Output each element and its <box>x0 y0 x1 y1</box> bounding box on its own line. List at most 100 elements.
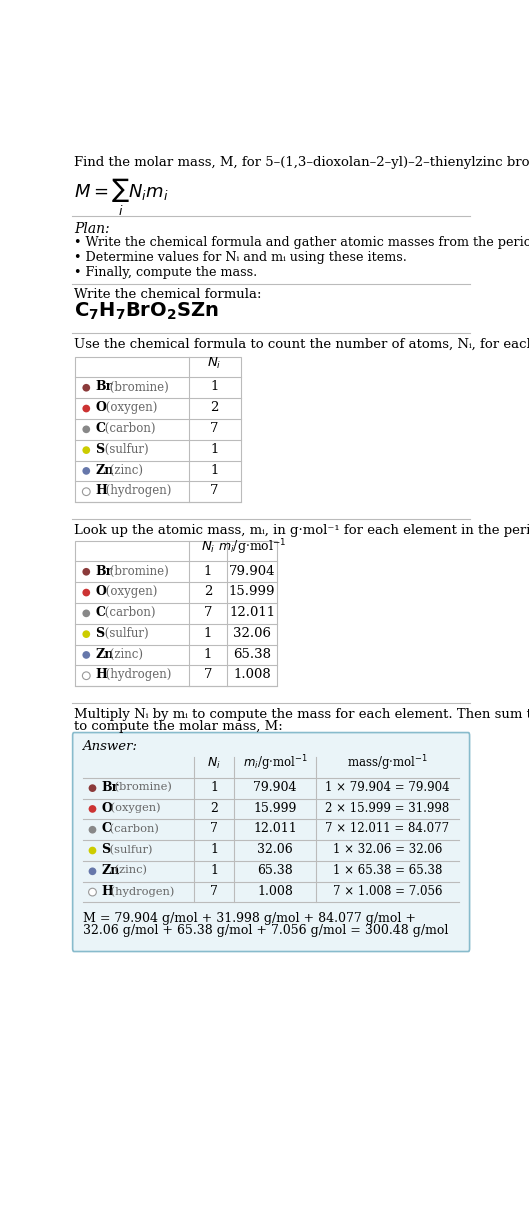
Ellipse shape <box>83 651 90 658</box>
Text: 12.011: 12.011 <box>253 823 297 835</box>
Bar <box>76 541 277 687</box>
Ellipse shape <box>83 405 90 412</box>
Text: (sulfur): (sulfur) <box>101 443 149 456</box>
Text: $M = \sum_i N_i m_i$: $M = \sum_i N_i m_i$ <box>74 177 168 217</box>
Text: $N_i$: $N_i$ <box>200 539 215 554</box>
Text: (sulfur): (sulfur) <box>106 845 153 855</box>
Text: C: C <box>96 606 106 619</box>
Text: 2 × 15.999 = 31.998: 2 × 15.999 = 31.998 <box>325 802 450 814</box>
Text: S: S <box>96 626 105 640</box>
Text: (hydrogen): (hydrogen) <box>102 484 171 498</box>
Ellipse shape <box>83 568 90 576</box>
Text: (bromine): (bromine) <box>106 564 168 577</box>
Text: Zn: Zn <box>96 463 114 477</box>
Text: 2: 2 <box>204 585 212 598</box>
Text: (oxygen): (oxygen) <box>107 803 161 813</box>
Ellipse shape <box>83 609 90 617</box>
Text: • Write the chemical formula and gather atomic masses from the periodic table.: • Write the chemical formula and gather … <box>74 235 529 249</box>
Text: 1: 1 <box>211 443 218 456</box>
Text: 32.06 g/mol + 65.38 g/mol + 7.056 g/mol = 300.48 g/mol: 32.06 g/mol + 65.38 g/mol + 7.056 g/mol … <box>83 924 449 937</box>
Text: 1.008: 1.008 <box>233 668 271 682</box>
Text: Answer:: Answer: <box>81 741 136 753</box>
Text: Write the chemical formula:: Write the chemical formula: <box>74 288 261 302</box>
Text: H: H <box>96 668 107 682</box>
Text: H: H <box>101 885 113 897</box>
Text: 32.06: 32.06 <box>257 843 293 856</box>
Text: 1.008: 1.008 <box>257 885 293 897</box>
Text: 15.999: 15.999 <box>229 585 276 598</box>
Text: to compute the molar mass, M:: to compute the molar mass, M: <box>74 720 282 733</box>
Text: 7: 7 <box>204 606 212 619</box>
Text: Use the chemical formula to count the number of atoms, Nᵢ, for each element:: Use the chemical formula to count the nu… <box>74 338 529 351</box>
Bar <box>76 357 241 503</box>
Text: (hydrogen): (hydrogen) <box>102 668 171 682</box>
Text: Multiply Nᵢ by mᵢ to compute the mass for each element. Then sum those values: Multiply Nᵢ by mᵢ to compute the mass fo… <box>74 707 529 721</box>
Text: $m_i$/g·mol$^{-1}$: $m_i$/g·mol$^{-1}$ <box>218 537 287 557</box>
Ellipse shape <box>83 672 90 679</box>
Text: H: H <box>96 484 107 498</box>
Text: O: O <box>96 585 106 598</box>
Text: (carbon): (carbon) <box>106 824 159 834</box>
Text: Look up the atomic mass, mᵢ, in g·mol⁻¹ for each element in the periodic table:: Look up the atomic mass, mᵢ, in g·mol⁻¹ … <box>74 524 529 537</box>
Ellipse shape <box>83 446 90 454</box>
Text: 1: 1 <box>211 380 218 394</box>
Text: • Determine values for Nᵢ and mᵢ using these items.: • Determine values for Nᵢ and mᵢ using t… <box>74 251 407 264</box>
Text: Br: Br <box>96 380 113 394</box>
Text: 1: 1 <box>204 564 212 577</box>
Ellipse shape <box>88 889 96 896</box>
Text: S: S <box>96 443 105 456</box>
Bar <box>83 756 459 902</box>
Text: 2: 2 <box>211 401 218 414</box>
Text: C: C <box>96 422 106 435</box>
Text: M = 79.904 g/mol + 31.998 g/mol + 84.077 g/mol +: M = 79.904 g/mol + 31.998 g/mol + 84.077… <box>83 912 416 924</box>
Text: 79.904: 79.904 <box>229 564 276 577</box>
Text: (zinc): (zinc) <box>106 463 143 477</box>
Text: 7: 7 <box>210 823 218 835</box>
Ellipse shape <box>83 630 90 638</box>
Text: (oxygen): (oxygen) <box>102 585 157 598</box>
Text: Br: Br <box>101 781 118 794</box>
Text: 1: 1 <box>210 843 218 856</box>
Text: 1: 1 <box>210 864 218 877</box>
Text: O: O <box>101 802 112 814</box>
Text: 1 × 32.06 = 32.06: 1 × 32.06 = 32.06 <box>333 843 442 856</box>
Text: 65.38: 65.38 <box>233 647 271 661</box>
FancyBboxPatch shape <box>72 733 470 951</box>
Text: Plan:: Plan: <box>74 222 110 235</box>
Text: $m_i$/g·mol$^{-1}$: $m_i$/g·mol$^{-1}$ <box>243 754 307 774</box>
Text: 65.38: 65.38 <box>257 864 293 877</box>
Text: Find the molar mass, M, for 5–(1,3–dioxolan–2–yl)–2–thienylzinc bromide:: Find the molar mass, M, for 5–(1,3–dioxo… <box>74 157 529 169</box>
Text: mass/g·mol$^{-1}$: mass/g·mol$^{-1}$ <box>347 754 428 774</box>
Text: O: O <box>96 401 106 414</box>
Ellipse shape <box>88 868 96 875</box>
Text: (oxygen): (oxygen) <box>102 401 157 414</box>
Text: $\mathbf{C_7H_7BrO_2SZn}$: $\mathbf{C_7H_7BrO_2SZn}$ <box>74 302 219 322</box>
Text: 7: 7 <box>210 885 218 897</box>
Text: 1: 1 <box>204 647 212 661</box>
Text: (bromine): (bromine) <box>111 782 172 792</box>
Text: 79.904: 79.904 <box>253 781 297 794</box>
Text: Br: Br <box>96 564 113 577</box>
Text: 15.999: 15.999 <box>253 802 297 814</box>
Text: Zn: Zn <box>96 647 114 661</box>
Text: 1: 1 <box>210 781 218 794</box>
Text: 1: 1 <box>211 463 218 477</box>
Text: 32.06: 32.06 <box>233 626 271 640</box>
Ellipse shape <box>88 805 96 813</box>
Text: (sulfur): (sulfur) <box>101 626 149 640</box>
Text: 7 × 12.011 = 84.077: 7 × 12.011 = 84.077 <box>325 823 450 835</box>
Text: (bromine): (bromine) <box>106 380 168 394</box>
Text: 7: 7 <box>211 422 219 435</box>
Text: C: C <box>101 823 111 835</box>
Text: S: S <box>101 843 110 856</box>
Text: 7: 7 <box>211 484 219 498</box>
Text: (carbon): (carbon) <box>101 606 156 619</box>
Ellipse shape <box>83 425 90 433</box>
Text: (zinc): (zinc) <box>111 866 147 875</box>
Text: 1 × 79.904 = 79.904: 1 × 79.904 = 79.904 <box>325 781 450 794</box>
Ellipse shape <box>88 847 96 855</box>
Text: 7 × 1.008 = 7.056: 7 × 1.008 = 7.056 <box>333 885 442 897</box>
Text: • Finally, compute the mass.: • Finally, compute the mass. <box>74 266 257 280</box>
Ellipse shape <box>83 588 90 596</box>
Text: $N_i$: $N_i$ <box>207 356 222 370</box>
